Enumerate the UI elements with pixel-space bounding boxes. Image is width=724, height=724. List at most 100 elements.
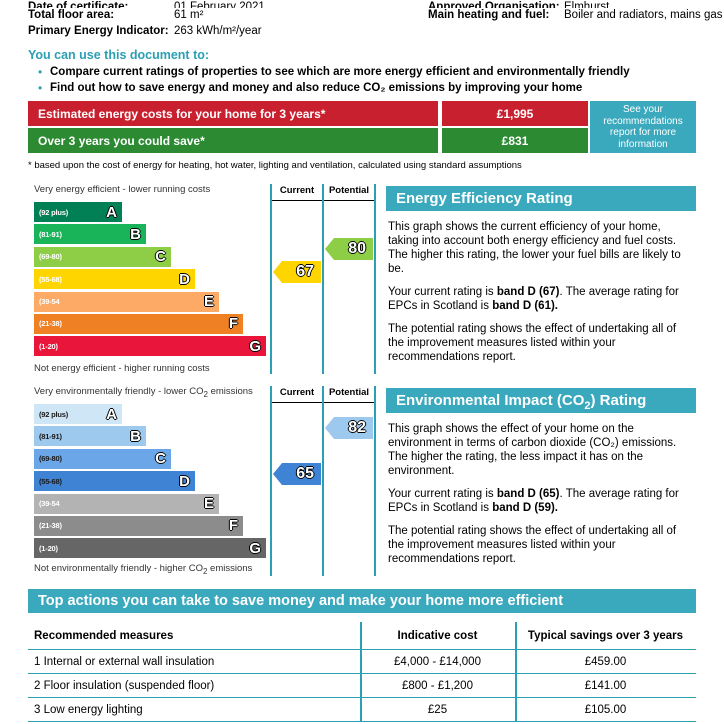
band-letter: B [130,427,141,445]
summary-row: Date of certificate: 01 February 2021 [28,0,388,8]
summary-row-value: Boiler and radiators, mains gas [564,9,723,21]
band-letter: A [106,203,117,221]
eir-band-g: (1-20) G [34,538,266,559]
table-header-row: Recommended measures Indicative cost Typic… [28,622,696,650]
band-letter: G [249,337,261,355]
eir-caption-top-subscript: 2 [203,389,208,399]
band-letter: D [179,270,190,288]
band-range-label: (69-80) [39,252,62,262]
eer-potential-header: Potential [324,185,374,201]
band-range-label: (21-38) [39,521,62,531]
eer-band-e: (39-54 E [34,291,219,312]
estimated-cost-label: Estimated energy costs for your home for… [28,101,438,126]
eir-bands: (92 plus) A (81-91) B (69-80) C (55-68) D (39-54… [34,404,266,561]
band-range-label: (81-91) [39,229,62,239]
eir-title-pre: Environmental Impact (CO [396,392,585,409]
eer-paragraph-3: The potential rating shows the effect of… [388,323,677,363]
summary-row-label: Main heating and fuel: [428,9,550,21]
eer-current-header: Current [272,185,322,201]
band-letter: D [179,472,190,490]
column-header-saving: Typical savings over 3 years [527,629,684,642]
eer-column-line-left [270,184,272,374]
eir-band-f: (21-38) F [34,515,243,536]
eir-title-subscript: 2 [584,400,591,412]
cell-saving: £459.00 [584,655,627,668]
band-range-label: (1-20) [39,543,58,553]
summary-row: Total floor area: 61 m² [28,8,388,22]
band-range-label: (55-68) [39,274,62,284]
band-letter: E [203,495,214,513]
eir-column-line-right [374,386,376,576]
eir-caption-bottom-subscript: 2 [202,567,208,576]
eir-band-e: (39-54 E [34,493,219,514]
cell-cost: £4,000 - £14,000 [394,655,481,668]
band-range-label: (21-38) [39,319,62,329]
eir-current-header: Current [272,387,322,403]
eir-p2-c: . The average rating for EPCs in Scotlan… [388,488,679,514]
eir-p2-b: band D (65) [496,488,560,500]
band-range-label: (69-80) [39,454,62,464]
eir-band-b: (81-91) B [34,426,146,447]
summary-row-label: Approved Organisation: [428,1,560,8]
band-letter: C [155,248,166,266]
eer-potential-value-arrow: 80 [325,238,373,260]
eer-p2-d: band D (61). [492,300,558,312]
eir-column-line-left [270,386,272,576]
cell-measure: 1 Internal or external wall insulation [34,655,215,668]
eer-column-line-mid [322,184,324,374]
table-divider-1 [360,622,362,722]
energy-costs-footnote: * based upon the cost of energy for heat… [28,160,522,171]
estimated-cost-row: Estimated energy costs for your home for… [28,101,588,126]
eir-paragraph-2: Your current rating is band D (65). The … [388,487,694,515]
eer-panel-title: Energy Efficiency Rating [386,186,696,211]
eir-caption-bottom: Not environmentally friendly - higher CO… [34,563,253,576]
eer-band-f: (21-38) F [34,313,243,334]
eir-p2-d: band D (59). [492,502,558,514]
eer-band-b: (81-91) B [34,224,146,245]
eir-description-panel: Environmental Impact (CO2) Rating This g… [386,388,696,566]
band-letter: F [228,517,238,535]
summary-row-value: 61 m² [174,9,204,21]
eir-p2-a: Your current rating is [388,488,497,500]
property-summary: Date of certificate: 01 February 2021 Tota… [28,0,723,42]
band-range-label: (92 plus) [39,409,69,419]
summary-row: Primary Energy Indicator: 263 kWh/m²/year [28,24,388,38]
summary-row-label: Primary Energy Indicator: [28,25,169,37]
eir-paragraph-1: This graph shows the effect of your home… [388,423,677,477]
summary-row-value: 01 February 2021 [174,1,265,8]
band-range-label: (39-54 [39,297,60,307]
eer-p2-c: . The average rating for EPCs in Scotlan… [388,286,679,312]
estimated-cost-value: £1,995 [442,101,588,126]
summary-right-column: Approved Organisation: Elmhurst Main heati… [428,0,724,24]
eer-caption-top: Very energy efficient - lower running co… [34,184,211,195]
use-document-bullets: • Compare current ratings of properties t… [38,65,698,97]
bullet-dot-icon: • [38,81,43,95]
eir-band-c: (69-80) C [34,448,171,469]
eir-panel-title: Environmental Impact (CO2) Rating [386,388,696,413]
band-range-label: (39-54 [39,499,60,509]
column-header-cost: Indicative cost [397,629,478,642]
cell-cost: £800 - £1,200 [402,679,473,692]
eer-current-value-arrow: 67 [273,261,321,283]
eer-description-panel: Energy Efficiency Rating This graph show… [386,186,696,364]
eir-current-value-arrow: 65 [273,463,321,485]
eer-band-g: (1-20) G [34,336,266,357]
eer-columns: Current Potential 67 80 [270,184,376,374]
summary-row-value: 263 kWh/m²/year [174,25,262,37]
eir-column-line-mid [322,386,324,576]
eir-caption-top: Very environmentally friendly - lower CO… [34,386,253,399]
eer-paragraph-1: This graph shows the current efficiency … [388,221,681,275]
bullet-text: Compare current ratings of properties to… [50,66,630,78]
table-row: 1 Internal or external wall insulation £4… [28,650,696,674]
summary-row-label: Total floor area: [28,9,115,21]
bullet-item: • Compare current ratings of properties t… [38,65,698,80]
table-row: 3 Low energy lighting £25 £105.00 [28,698,696,722]
summary-row: Main heating and fuel: Boiler and radiato… [428,8,724,22]
bullet-dot-icon: • [38,65,43,79]
cell-measure: 2 Floor insulation (suspended floor) [34,679,215,692]
band-range-label: (1-20) [39,341,58,351]
eir-band-a: (92 plus) A [34,404,122,424]
use-document-heading: You can use this document to: [28,48,210,62]
eir-title-post: ) Rating [590,392,647,409]
eer-band-c: (69-80) C [34,246,171,267]
